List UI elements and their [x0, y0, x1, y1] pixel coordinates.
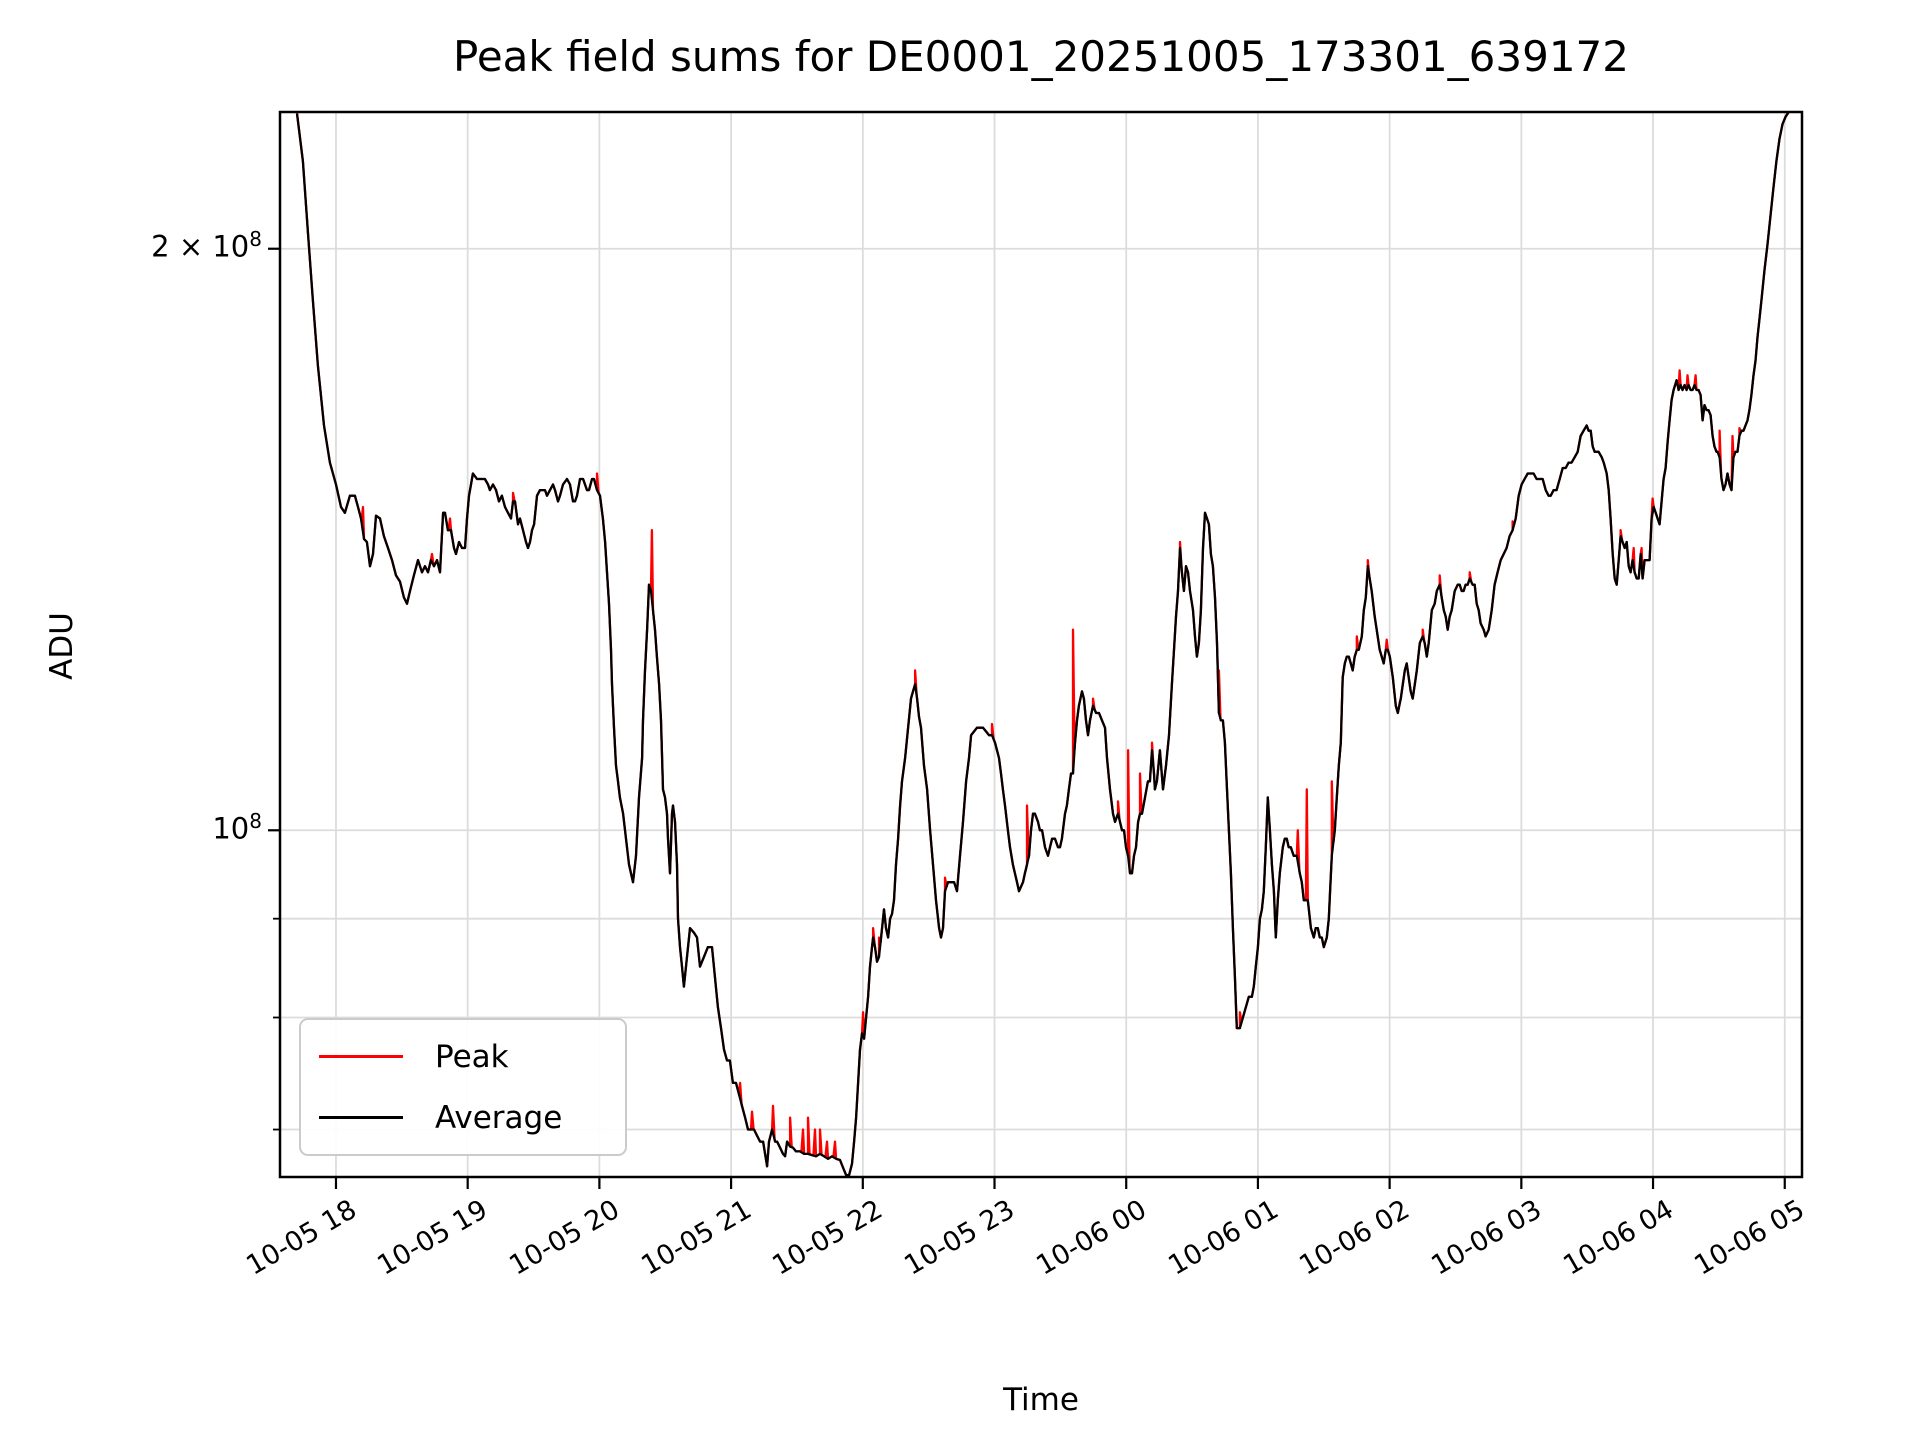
average-series-line — [295, 112, 1790, 1177]
y-axis-label: ADU — [44, 612, 80, 680]
legend: Peak Average — [299, 1018, 627, 1156]
chart-title: Peak field sums for DE0001_20251005_1733… — [453, 32, 1629, 81]
x-axis-label: Time — [1003, 1382, 1079, 1418]
average-line-sample-icon — [319, 1116, 403, 1119]
y-tick-label-1e8: 108 — [212, 809, 262, 846]
legend-item-average: Average — [301, 1100, 625, 1136]
legend-label-average: Average — [435, 1099, 563, 1136]
legend-label-peak: Peak — [435, 1038, 509, 1075]
axes-spines — [278, 110, 1804, 1179]
peak-series-line — [295, 112, 1790, 1177]
y-tick-label-2e8: 2 × 108 — [151, 227, 262, 264]
legend-item-peak: Peak — [301, 1039, 625, 1075]
peak-line-sample-icon — [319, 1055, 403, 1058]
